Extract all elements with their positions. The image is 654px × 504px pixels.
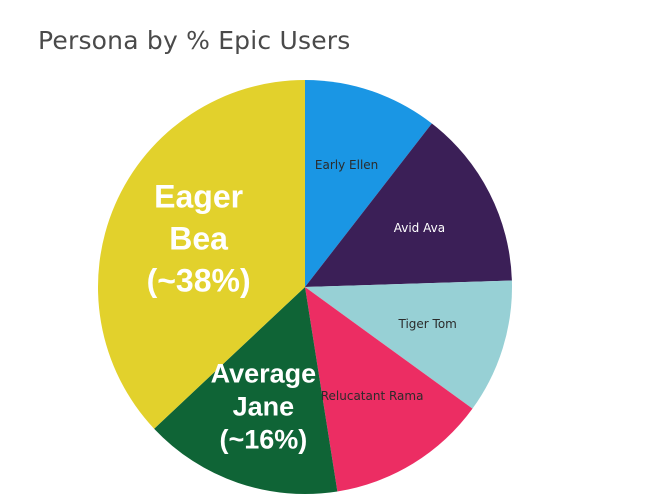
chart-title: Persona by % Epic Users [38, 26, 351, 55]
pie-slice-avid-ava [305, 123, 512, 287]
slice-label-average-jane: Average Jane (~16%) [211, 359, 317, 455]
slice-label-eager-bea: Eager Bea (~38%) [147, 178, 251, 298]
pie-labels: Early Ellen Avid Ava Tiger Tom Relucatant R… [147, 158, 457, 454]
pie-slice-average-jane [154, 287, 338, 494]
slice-label-tiger-tom: Tiger Tom [398, 317, 457, 331]
slice-label-early-ellen: Early Ellen [315, 158, 378, 172]
pie-slice-early-ellen [305, 80, 432, 287]
slice-label-avid-ava: Avid Ava [394, 221, 445, 235]
slice-label-relucatant-rama: Relucatant Rama [321, 389, 424, 403]
pie-slices [97, 80, 513, 494]
pie-slice-relucatant-rama [305, 287, 473, 492]
pie-slice-tiger-tom [305, 280, 513, 409]
pie-slice-eager-bea [97, 80, 305, 429]
